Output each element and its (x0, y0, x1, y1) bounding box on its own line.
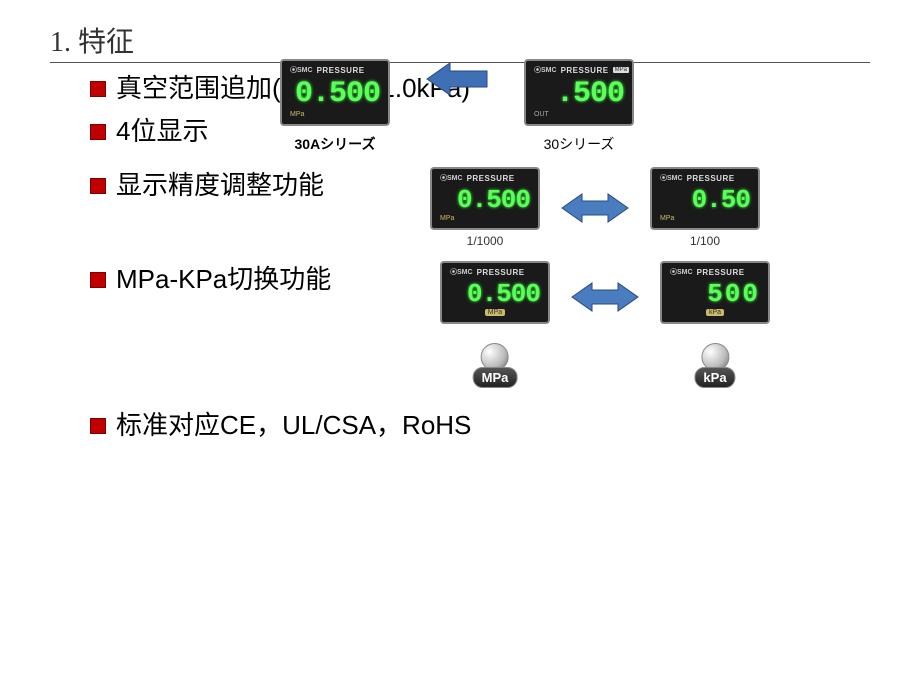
bullet-5-text: 标准对应CE，UL/CSA，RoHS (116, 408, 471, 443)
lcd-unit-mpa-block: ⦿SMC PRESSURE 0.500 MPa MPa (440, 261, 550, 360)
lcd-precision-left: ⦿SMC PRESSURE 0.500 MPa 1/1000 (430, 167, 540, 248)
lcd-brand-label: ⦿SMC (670, 267, 693, 277)
kpa-bubble: kPa (694, 339, 735, 388)
lcd-brand-label: ⦿SMC (450, 267, 473, 277)
arrow-left-icon (422, 59, 492, 99)
slide-container: 1. 特征 真空范围追加(0.0～-101.0kPa) 4位显示 ⦿SMC PR… (0, 0, 920, 690)
lcd-30-value: .500 (534, 77, 624, 111)
bullet-row-5: 标准对应CE，UL/CSA，RoHS (90, 408, 870, 443)
slide-title: 1. 特征 (50, 20, 870, 63)
bullet-marker-icon (90, 272, 106, 288)
lcd-display-kpa: ⦿SMC PRESSURE 500 kPa (660, 261, 770, 324)
lcd-30a-value: 0.500 (290, 77, 380, 111)
lcd-display-precision-left: ⦿SMC PRESSURE 0.500 MPa (430, 167, 540, 230)
bullet-marker-icon (90, 81, 106, 97)
lcd-pressure-label: PRESSURE (467, 174, 515, 183)
lcd-kpa-value: 500 (670, 279, 760, 309)
lcd-unit-label: MPa (440, 215, 454, 222)
mpa-bubble: MPa (473, 339, 518, 388)
lcd-pressure-label: PRESSURE (697, 268, 745, 277)
caption-prec-left: 1/1000 (467, 234, 504, 248)
bullet-4-text: MPa-KPa切换功能 (116, 262, 331, 297)
lcd-out-label: OUT (534, 111, 549, 118)
bullet-marker-icon (90, 124, 106, 140)
bullet-2-text: 4位显示 (116, 114, 208, 149)
lcd-mpa-value: 0.500 (450, 279, 540, 309)
lcd-brand-label: ⦿SMC (534, 65, 557, 75)
bullet-3-text: 显示精度调整功能 (116, 168, 324, 203)
lcd-pressure-label: PRESSURE (561, 66, 609, 75)
caption-30a: 30Aシリーズ (295, 134, 376, 154)
row3-graphic-area: ⦿SMC PRESSURE 0.500 MPa 1/1000 ⦿SMC PRES… (430, 167, 870, 248)
lcd-display-30: ⦿SMC PRESSURE MPa .500 OUT (524, 59, 634, 126)
double-arrow-icon (560, 190, 630, 226)
mpa-pill-label: MPa (473, 367, 518, 388)
caption-prec-right: 1/100 (690, 234, 720, 248)
lcd-30a-block: ⦿SMC PRESSURE 0.500 MPa 30Aシリーズ (280, 59, 390, 154)
lcd-mpa-tag: MPa (613, 67, 629, 73)
bullet-marker-icon (90, 178, 106, 194)
lcd-unit-indicator: kPa (706, 309, 724, 316)
lcd-unit-label: MPa (660, 215, 674, 222)
lcd-unit-kpa-block: ⦿SMC PRESSURE 500 kPa kPa (660, 261, 770, 360)
lcd-display-precision-right: ⦿SMC PRESSURE 0.50 MPa (650, 167, 760, 230)
lcd-display-30a: ⦿SMC PRESSURE 0.500 MPa (280, 59, 390, 126)
lcd-pressure-label: PRESSURE (477, 268, 525, 277)
caption-30: 30シリーズ (544, 134, 615, 154)
lcd-pressure-label: PRESSURE (687, 174, 735, 183)
lcd-prec-right-value: 0.50 (660, 185, 750, 215)
bullet-marker-icon (90, 418, 106, 434)
lcd-brand-label: ⦿SMC (660, 173, 683, 183)
row4-graphic-area: ⦿SMC PRESSURE 0.500 MPa MPa ⦿SMC PRESSUR… (440, 261, 870, 360)
lcd-prec-left-value: 0.500 (440, 185, 530, 215)
lcd-display-mpa: ⦿SMC PRESSURE 0.500 MPa (440, 261, 550, 324)
lcd-pressure-label: PRESSURE (317, 66, 365, 75)
lcd-30-block: ⦿SMC PRESSURE MPa .500 OUT 30シリーズ (524, 59, 634, 154)
lcd-brand-label: ⦿SMC (440, 173, 463, 183)
kpa-pill-label: kPa (694, 367, 735, 388)
lcd-precision-right: ⦿SMC PRESSURE 0.50 MPa 1/100 (650, 167, 760, 248)
lcd-brand-label: ⦿SMC (290, 65, 313, 75)
lcd-unit-label: MPa (290, 111, 304, 118)
double-arrow-icon (570, 279, 640, 315)
row2-graphic-area: ⦿SMC PRESSURE 0.500 MPa 30Aシリーズ ⦿SMC PRE… (280, 59, 870, 154)
lcd-unit-indicator: MPa (485, 309, 505, 316)
